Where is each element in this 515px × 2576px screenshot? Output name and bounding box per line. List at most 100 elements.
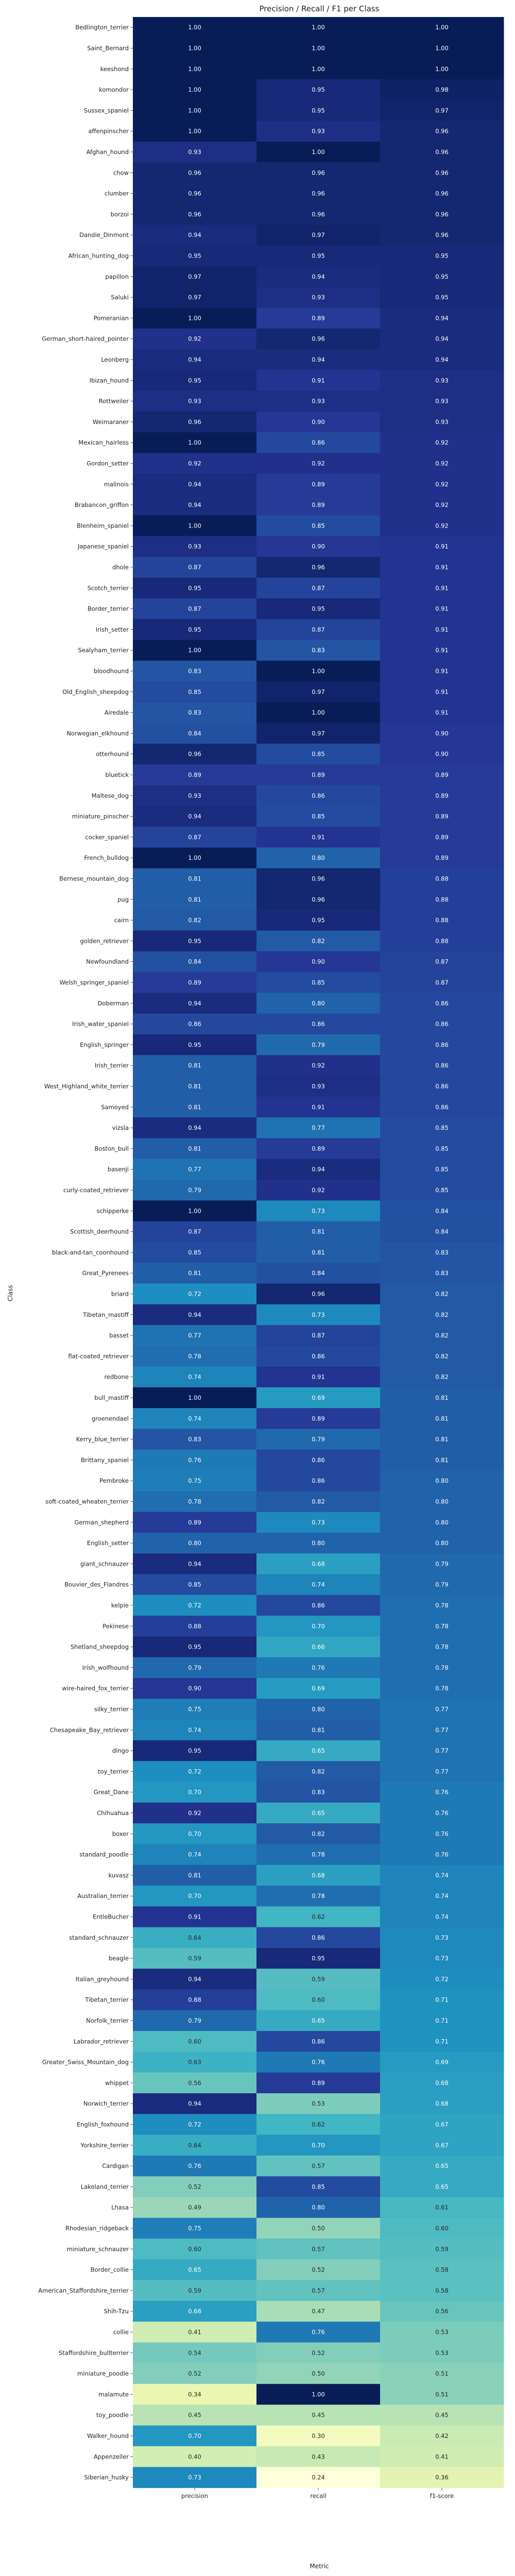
heatmap-cell [380,79,504,100]
cell-value-label: 0.92 [435,522,449,529]
cell-value-label: 0.82 [188,917,201,924]
heatmap-cell [380,1304,504,1326]
cell-value-label: 0.75 [188,1705,201,1713]
cell-value-label: 0.94 [188,231,201,239]
cell-value-label: 0.95 [188,937,201,944]
row-label: vizsla [112,1124,129,1131]
heatmap-cell [256,723,381,744]
cell-value-label: 0.89 [312,771,325,778]
row-label: Scotch_terrier [88,584,129,591]
heatmap-cell [380,2467,504,2488]
row-label: pug [117,896,129,903]
heatmap-cell [133,1429,257,1450]
heatmap-cell [256,2384,381,2405]
cell-value-label: 0.90 [312,418,325,426]
heatmap-cell [133,1096,257,1118]
heatmap-cell [256,1159,381,1180]
heatmap-cell [256,1989,381,2011]
heatmap-cell [380,2301,504,2322]
heatmap-cell [133,349,257,370]
heatmap-cell [133,100,257,121]
row-label: Greater_Swiss_Mountain_dog [42,2059,129,2066]
cell-value-label: 0.94 [188,999,201,1007]
cell-value-label: 0.92 [312,1062,325,1069]
heatmap-cell [256,951,381,973]
heatmap-cell [256,578,381,599]
heatmap-cell [133,1283,257,1305]
cell-value-label: 0.70 [188,1789,201,1796]
cell-value-label: 0.93 [435,377,449,384]
row-label: Tibetan_mastiff [82,1311,129,1318]
cell-value-label: 0.97 [312,231,325,239]
row-label: Italian_greyhound [76,1975,129,1982]
cell-value-label: 0.65 [435,2162,449,2170]
heatmap-cell [380,1346,504,1367]
row-label: Pembroke [99,1477,129,1484]
heatmap-cell [133,79,257,100]
heatmap-cell [380,2363,504,2384]
cell-value-label: 0.65 [435,2183,449,2190]
heatmap-cell [380,2176,504,2197]
cell-value-label: 0.59 [435,2245,449,2252]
row-label: Shih-Tzu [104,2308,129,2315]
heatmap-cell [133,1117,257,1139]
heatmap-cell [256,1595,381,1616]
heatmap-cell [256,411,381,433]
cell-value-label: 0.76 [435,1789,449,1796]
cell-value-label: 0.89 [312,1145,325,1152]
cell-value-label: 0.95 [188,377,201,384]
heatmap-cell [133,1387,257,1409]
heatmap-cell [133,2425,257,2447]
heatmap-cell [133,723,257,744]
heatmap-cell [380,17,504,38]
cell-value-label: 0.96 [435,231,449,239]
heatmap-cell [380,1678,504,1699]
cell-value-label: 0.79 [435,1581,449,1588]
cell-value-label: 0.85 [188,688,201,696]
heatmap-cell [380,2217,504,2239]
cell-value-label: 1.00 [188,522,201,529]
heatmap-cell [380,1512,504,1533]
row-label: boxer [112,1830,129,1837]
heatmap-cell [256,245,381,267]
cell-value-label: 0.82 [312,1768,325,1775]
cell-value-label: 0.95 [188,1643,201,1651]
heatmap-cell [256,1076,381,1097]
cell-value-label: 0.41 [435,2453,449,2460]
cell-value-label: 0.94 [188,501,201,509]
heatmap-cell [380,328,504,350]
cell-value-label: 0.96 [435,211,449,218]
heatmap-cell [256,2031,381,2052]
cell-value-label: 0.81 [188,1062,201,1069]
cell-value-label: 0.30 [312,2432,325,2439]
heatmap-cell [256,1927,381,1948]
heatmap-cell [133,2093,257,2114]
row-label: English_springer [80,1041,129,1048]
heatmap-cell [133,2134,257,2156]
heatmap-cell [380,2259,504,2281]
heatmap-cell [380,2446,504,2467]
row-label: Boston_bull [95,1145,129,1152]
cell-value-label: 0.69 [312,1685,325,1692]
row-label: whippet [105,2079,129,2087]
heatmap-cell [256,2404,381,2426]
row-label: Bedlington_terrier [75,24,129,31]
cell-value-label: 0.86 [435,1104,449,1111]
heatmap-cell [133,2363,257,2384]
row-label: schipperke [96,1207,129,1214]
cell-value-label: 0.66 [312,1643,325,1651]
heatmap-cell [380,2197,504,2218]
cell-value-label: 0.97 [435,107,449,114]
heatmap-cell [256,2301,381,2322]
cell-value-label: 0.97 [312,730,325,737]
cell-value-label: 0.51 [435,2391,449,2398]
cell-value-label: 0.97 [188,294,201,301]
heatmap-cell [133,1055,257,1076]
heatmap-cell [380,1470,504,1492]
cell-value-label: 0.90 [435,730,449,737]
row-label: miniature_pinscher [72,813,129,820]
cell-value-label: 1.00 [435,44,449,52]
cell-value-label: 0.79 [188,1187,201,1194]
heatmap-cell [133,2259,257,2281]
heatmap-cell [256,2114,381,2136]
